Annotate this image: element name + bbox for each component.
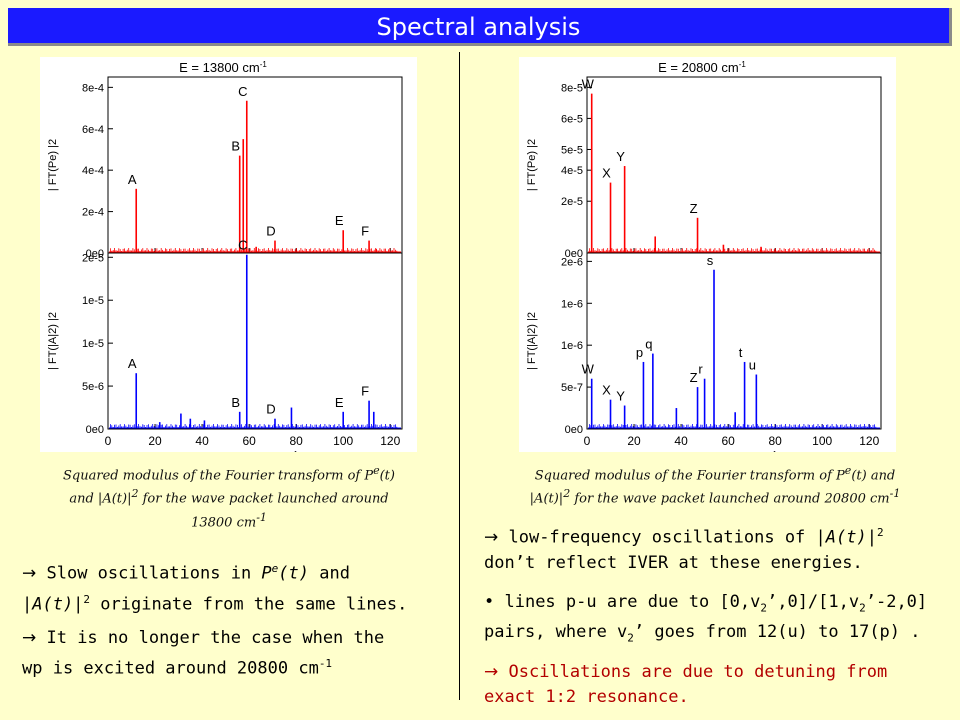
right-figure: E = 20800 cm-1 0e0 2e-5 4e-5 5e-5 6e-5 8e-5 | F… [519, 57, 896, 465]
y-tick-label: 1e-6 [561, 340, 583, 352]
y-axis-label: | FT(|A|2) |2 [526, 312, 538, 370]
x-axis-label: frequency f (cm-1) [208, 450, 302, 452]
x-tick-label: 0 [584, 434, 591, 448]
peak-label: p [636, 345, 643, 360]
y-tick-label: 2e-6 [561, 256, 583, 268]
right-caption: Squared modulus of the Fourier transform… [529, 464, 901, 507]
y-axis-label: | FT(Pe) |2 [526, 139, 538, 191]
y-axis-label: | FT(|A|2) |2 [47, 312, 59, 370]
chart-title: E = 20800 cm-1 [658, 60, 746, 75]
peak-label: D [266, 402, 275, 417]
peak-label: A [128, 356, 137, 371]
peak-label: X [602, 383, 611, 398]
peak-label: B [231, 395, 240, 410]
y-tick-label: 0e0 [86, 248, 104, 260]
panel-frame [107, 252, 403, 430]
left-bullet-2: → It is no longer the case when the wp i… [22, 628, 385, 679]
x-tick-label: 60 [242, 434, 256, 448]
y-tick-label: 1e-5 [82, 338, 104, 350]
y-tick-label: 1e-6 [561, 298, 583, 310]
x-axis-label: frequency f (cm-1) [687, 450, 781, 452]
noise-floor [110, 248, 398, 252]
peak-label: q [645, 337, 652, 352]
peak-label: Y [616, 149, 625, 164]
x-tick-label: 100 [333, 434, 353, 448]
peak-label: u [749, 358, 756, 373]
right-bullet-2: • lines p-u are due to [0,v2’,0]/[1,v2’-… [484, 592, 928, 645]
noise-floor [110, 424, 398, 428]
x-tick-label: 80 [289, 434, 303, 448]
left-bullet-1: → Slow oscillations in Pe(t) and |A(t)|2… [22, 562, 408, 615]
left-caption: Squared modulus of the Fourier transform… [63, 464, 395, 530]
x-tick-label: 40 [195, 434, 209, 448]
peak-label: Y [616, 389, 625, 404]
peak-label: F [361, 384, 369, 399]
peak-label: Z [690, 201, 698, 216]
peak-label: s [707, 253, 714, 268]
y-axis-label: | FT(Pe) |2 [47, 139, 59, 191]
y-tick-label: 8e-5 [561, 82, 583, 94]
y-tick-label: 5e-5 [561, 144, 583, 156]
x-tick-label: 120 [380, 434, 400, 448]
left-figure: E = 13800 cm-1 0e0 2e-4 4e-4 6e-4 8e-4 | FT(Pe… [40, 57, 417, 465]
chart-title: E = 13800 cm-1 [179, 60, 267, 75]
y-tick-label: 4e-5 [561, 165, 583, 177]
x-tick-label: 60 [721, 434, 735, 448]
y-tick-label: 0e0 [565, 248, 583, 260]
y-tick-label: 0e0 [565, 424, 583, 436]
peak-label: W [582, 77, 595, 92]
y-tick-label: 5e-6 [82, 381, 104, 393]
peak-label: C [238, 84, 247, 99]
peak-label: X [602, 166, 611, 181]
peak-label: C [238, 238, 247, 253]
y-tick-label: 2e-5 [82, 252, 104, 264]
y-tick-label: 2e-5 [561, 196, 583, 208]
peak-label: t [739, 345, 743, 360]
y-tick-label: 0e0 [86, 424, 104, 436]
peak-label: r [698, 362, 703, 377]
y-tick-label: 2e-4 [82, 207, 104, 219]
peak-label: Z [690, 370, 698, 385]
peak-label: B [231, 139, 240, 154]
y-tick-label: 4e-4 [82, 165, 104, 177]
y-tick-label: 6e-4 [82, 124, 104, 136]
x-tick-label: 20 [627, 434, 641, 448]
peak-label: D [266, 224, 275, 239]
x-tick-label: 0 [105, 434, 112, 448]
panel-frame [586, 252, 882, 430]
x-tick-label: 80 [768, 434, 782, 448]
x-tick-label: 100 [812, 434, 832, 448]
peak-label: E [335, 213, 344, 228]
right-bullet-3: → Oscillations are due to detuning from … [484, 662, 888, 707]
title-bar: Spectral analysis [8, 8, 952, 46]
peak-label: F [361, 224, 369, 239]
x-tick-label: 40 [674, 434, 688, 448]
y-tick-label: 6e-5 [561, 113, 583, 125]
right-spectrum-chart: E = 20800 cm-1 0e0 2e-5 4e-5 5e-5 6e-5 8e-5 | F… [526, 60, 882, 465]
slide-title: Spectral analysis [376, 13, 581, 41]
y-tick-label: 1e-5 [82, 295, 104, 307]
panel-frame [107, 76, 403, 254]
peak-label: W [582, 362, 595, 377]
right-bullet-1: → low-frequency oscillations of |A(t)|2 … [484, 526, 884, 573]
peak-label: E [335, 395, 344, 410]
panel-frame [586, 76, 882, 254]
noise-floor [589, 424, 877, 428]
x-tick-label: 20 [148, 434, 162, 448]
x-tick-label: 120 [859, 434, 879, 448]
left-spectrum-chart: E = 13800 cm-1 0e0 2e-4 4e-4 6e-4 8e-4 | FT(Pe… [47, 60, 403, 465]
peak-label: A [128, 172, 137, 187]
noise-floor [589, 248, 877, 252]
y-tick-label: 8e-4 [82, 82, 104, 94]
column-divider [459, 52, 460, 700]
y-tick-label: 5e-7 [561, 382, 583, 394]
